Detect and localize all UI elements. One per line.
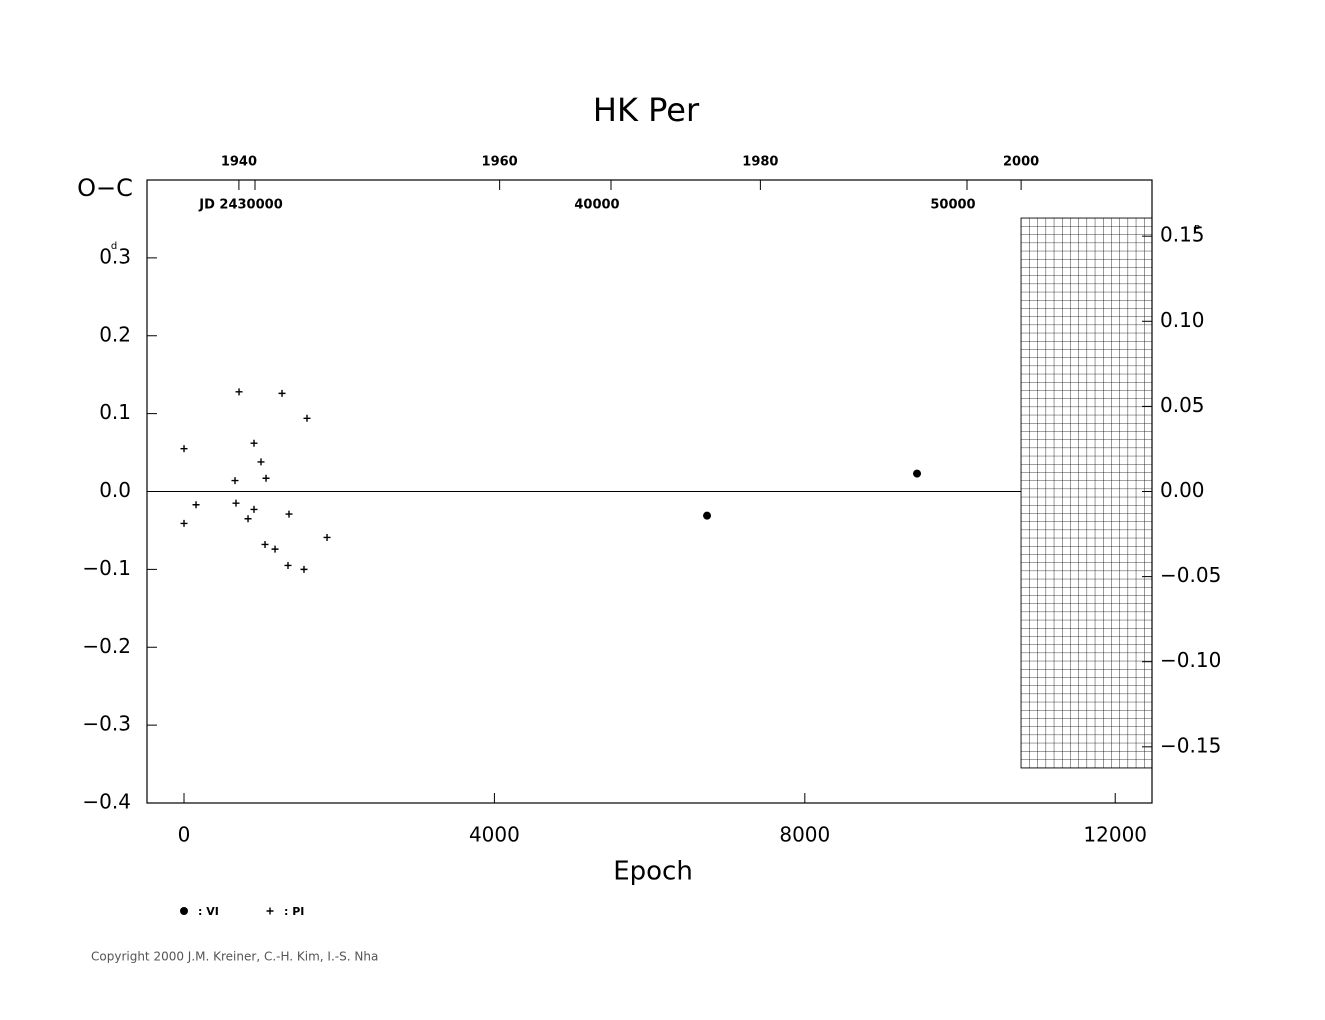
- y2-unit: P: [1194, 224, 1200, 235]
- data-point: [284, 561, 292, 569]
- y-unit: d: [111, 241, 117, 252]
- data-point: [231, 477, 239, 485]
- data-point: [250, 439, 258, 447]
- data-point: [180, 445, 188, 453]
- x-tick-label: 12000: [1083, 823, 1147, 847]
- data-point: [266, 907, 274, 915]
- y2-tick-label: −0.15: [1160, 733, 1221, 757]
- data-point: [232, 499, 240, 507]
- jd-tick-label: JD 2430000: [198, 198, 282, 213]
- data-point: [262, 474, 270, 482]
- year-tick-label: 1980: [742, 155, 778, 170]
- y-tick-label: 0.0: [99, 478, 131, 502]
- copyright: Copyright 2000 J.M. Kreiner, C.-H. Kim, …: [91, 950, 378, 964]
- jd-tick-label: 40000: [574, 198, 619, 213]
- hatched-region: [1020, 217, 1153, 769]
- y-tick-label: −0.1: [82, 556, 131, 580]
- data-point: [261, 540, 269, 548]
- x-tick-label: 8000: [779, 823, 830, 847]
- data-point: [250, 505, 258, 513]
- y-tick-label: 0.3: [99, 244, 131, 268]
- x-tick-label: 4000: [469, 823, 520, 847]
- data-point: [285, 510, 293, 518]
- data-point: [913, 469, 922, 478]
- y-tick-label: −0.2: [82, 634, 131, 658]
- legend-label: : VI: [198, 905, 219, 918]
- chart-title: HK Per: [593, 91, 700, 129]
- y-axis-label: O−C: [77, 174, 133, 202]
- y2-tick-label: −0.10: [1160, 648, 1221, 672]
- data-point: [257, 458, 265, 466]
- data-point: [180, 907, 188, 915]
- data-point: [323, 533, 331, 541]
- y-tick-label: −0.3: [82, 712, 131, 736]
- year-tick-label: 1940: [221, 155, 257, 170]
- y2-tick-label: 0.15: [1160, 223, 1205, 247]
- x-axis-label: Epoch: [613, 857, 693, 887]
- y2-tick-label: 0.05: [1160, 393, 1205, 417]
- data-point: [278, 389, 286, 397]
- year-tick-label: 1960: [482, 155, 518, 170]
- data-point: [180, 519, 188, 527]
- y-tick-label: 0.1: [99, 400, 131, 424]
- data-point: [271, 545, 279, 553]
- data-point: [703, 511, 712, 520]
- data-point: [192, 501, 200, 509]
- y-tick-label: 0.2: [99, 322, 131, 346]
- y-tick-label: −0.4: [82, 790, 131, 814]
- data-point: [235, 388, 243, 396]
- y2-tick-label: 0.10: [1160, 308, 1205, 332]
- jd-tick-label: 50000: [930, 198, 975, 213]
- legend-label: : PI: [284, 905, 304, 918]
- year-tick-label: 2000: [1003, 155, 1039, 170]
- data-point: [303, 414, 311, 422]
- data-point: [300, 565, 308, 573]
- y2-tick-label: 0.00: [1160, 478, 1205, 502]
- x-tick-label: 0: [178, 823, 191, 847]
- data-point: [244, 515, 252, 523]
- y2-tick-label: −0.05: [1160, 563, 1221, 587]
